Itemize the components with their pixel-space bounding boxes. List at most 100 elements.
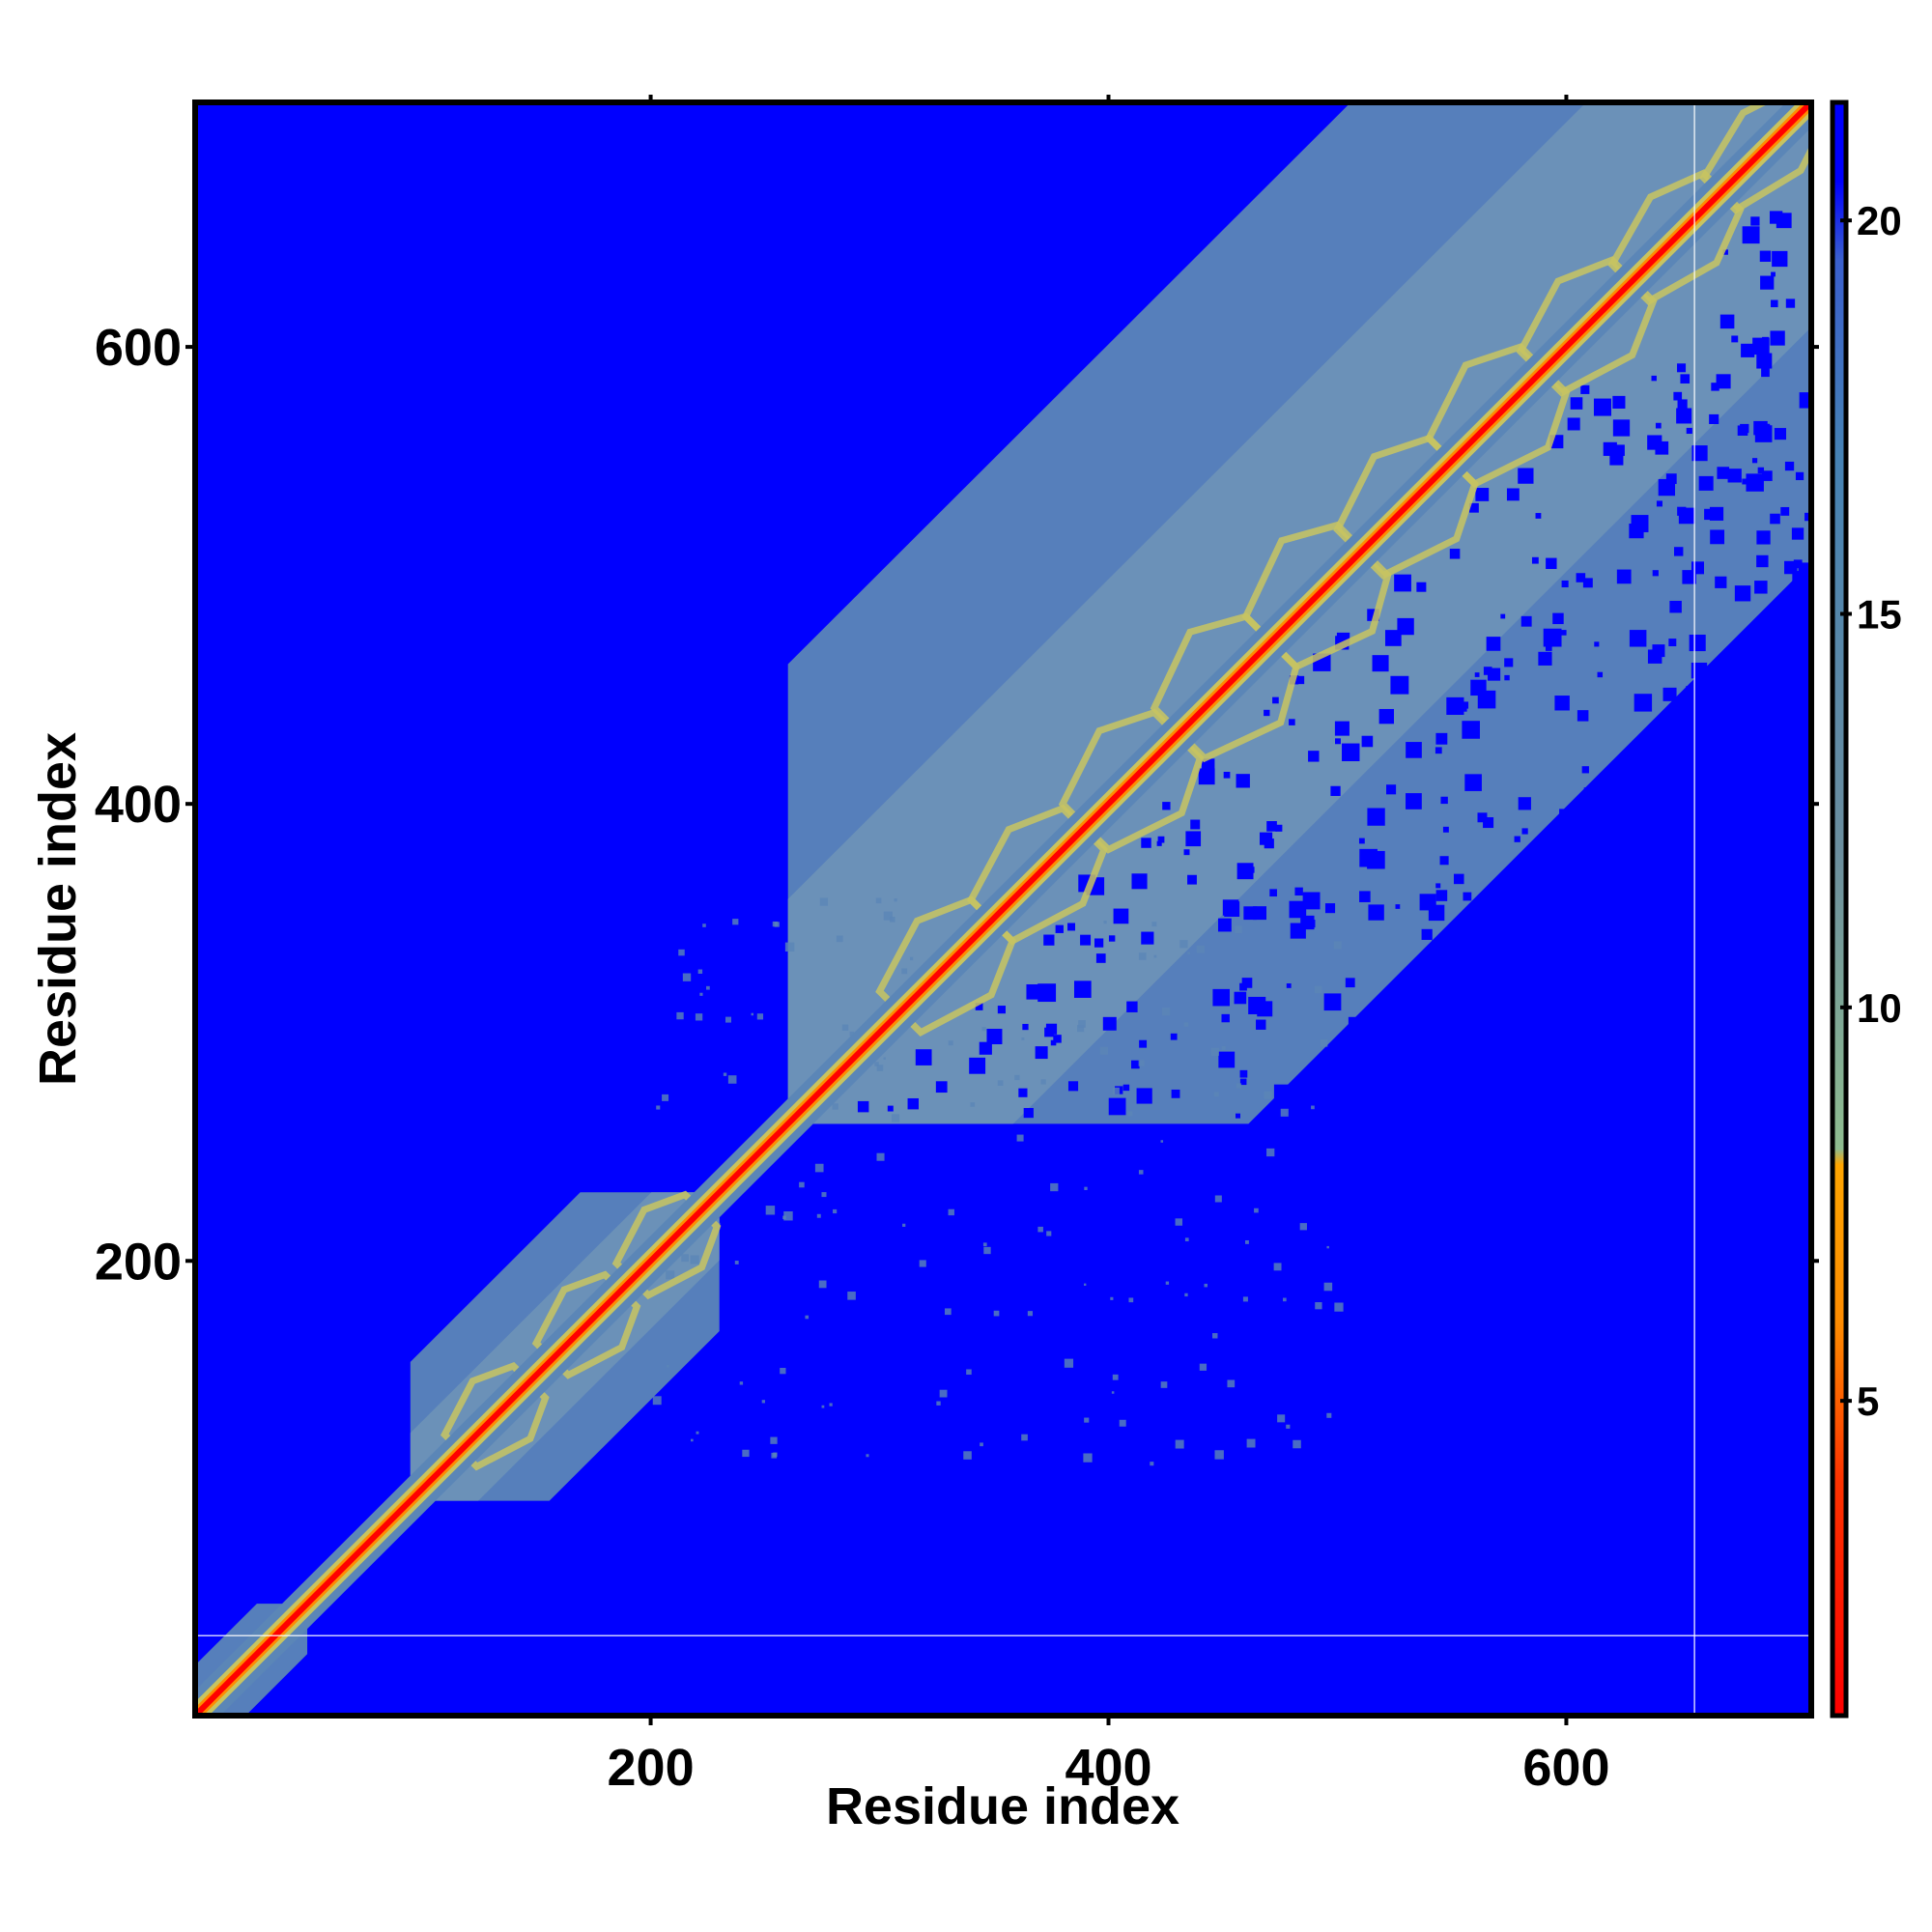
far-contact-patch xyxy=(1190,819,1201,830)
sparse-contact-speck xyxy=(1299,1223,1307,1231)
sparse-contact-speck xyxy=(1280,1108,1289,1117)
sparse-contact-speck xyxy=(1214,1195,1222,1203)
far-contact-patch xyxy=(1772,250,1788,268)
far-contact-patch xyxy=(1677,363,1687,373)
far-contact-patch xyxy=(1236,774,1250,788)
sparse-contact-speck xyxy=(1210,1047,1219,1056)
sparse-contact-speck xyxy=(1083,1453,1093,1463)
sparse-contact-speck xyxy=(1199,1363,1208,1371)
heatmap-diagonal-bands xyxy=(195,102,1811,1716)
sparse-contact-speck xyxy=(1227,1379,1236,1388)
sparse-contact-speck xyxy=(1320,1038,1328,1047)
far-contact-patch xyxy=(1580,384,1590,394)
far-contact-patch xyxy=(1378,708,1395,724)
far-contact-patch xyxy=(1266,821,1277,832)
sparse-contact-speck xyxy=(742,1449,750,1458)
sparse-contact-speck xyxy=(993,1310,1000,1317)
sparse-contact-speck xyxy=(832,1103,838,1110)
far-contact-patch xyxy=(1656,500,1662,507)
far-contact-patch xyxy=(1689,635,1706,652)
far-contact-patch xyxy=(1795,471,1804,481)
sparse-contact-speck xyxy=(666,1270,675,1280)
sparse-contact-speck xyxy=(1128,1297,1134,1303)
far-contact-patch xyxy=(1435,732,1448,745)
far-contact-patch xyxy=(1760,275,1775,290)
far-contact-patch xyxy=(1647,649,1662,664)
far-contact-patch xyxy=(1612,419,1631,437)
far-contact-patch xyxy=(1275,824,1283,832)
far-contact-patch xyxy=(1477,812,1488,823)
far-contact-patch xyxy=(1769,211,1783,224)
sparse-contact-speck xyxy=(944,1308,952,1316)
far-contact-patch xyxy=(1662,687,1677,701)
far-contact-patch xyxy=(1171,1089,1180,1098)
sparse-contact-speck xyxy=(849,1031,855,1037)
sparse-contact-speck xyxy=(780,1368,786,1375)
far-contact-patch xyxy=(1324,903,1336,914)
far-contact-patch xyxy=(1122,1084,1130,1092)
far-contact-patch xyxy=(1394,574,1411,592)
far-contact-patch xyxy=(1108,935,1116,942)
far-contact-patch xyxy=(1483,667,1492,675)
sparse-contact-speck xyxy=(1254,1208,1259,1213)
colorbar-fill xyxy=(1833,102,1846,1716)
sparse-contact-speck xyxy=(841,1024,849,1031)
far-contact-patch xyxy=(1449,549,1461,559)
far-contact-patch xyxy=(1386,784,1397,795)
sparse-contact-speck xyxy=(732,919,739,925)
sparse-contact-speck xyxy=(652,1396,662,1406)
far-contact-patch xyxy=(1531,556,1539,564)
far-contact-patch xyxy=(1259,832,1273,845)
sparse-contact-speck xyxy=(751,1012,753,1016)
far-contact-patch xyxy=(1462,943,1476,957)
far-contact-patch xyxy=(1537,846,1552,862)
far-contact-patch xyxy=(1754,425,1773,442)
far-contact-patch xyxy=(1435,890,1448,901)
sparse-contact-speck xyxy=(901,968,908,975)
sparse-contact-speck xyxy=(836,935,843,943)
far-contact-patch xyxy=(1770,513,1780,525)
far-contact-patch xyxy=(1187,874,1197,885)
far-contact-patch xyxy=(1461,701,1469,709)
far-contact-patch xyxy=(1256,1019,1266,1030)
far-contact-patch xyxy=(1518,797,1531,810)
far-contact-patch xyxy=(1710,529,1725,545)
far-contact-patch xyxy=(979,1041,992,1055)
far-contact-patch xyxy=(1535,513,1542,519)
far-contact-patch xyxy=(1239,1078,1247,1086)
sparse-contact-speck xyxy=(909,956,914,961)
far-contact-patch xyxy=(1334,721,1350,736)
sparse-contact-speck xyxy=(876,1152,885,1161)
far-contact-patch xyxy=(1335,738,1341,745)
sparse-contact-speck xyxy=(1037,1226,1043,1233)
far-contact-patch xyxy=(1754,581,1768,594)
far-contact-patch xyxy=(1198,768,1215,785)
far-contact-patch xyxy=(1774,428,1787,440)
far-contact-patch xyxy=(1453,873,1464,885)
far-contact-patch xyxy=(1609,451,1624,466)
far-contact-patch xyxy=(1462,721,1480,739)
far-contact-patch xyxy=(1576,573,1586,582)
far-contact-patch xyxy=(1680,374,1690,384)
sparse-contact-speck xyxy=(1277,1414,1286,1423)
far-contact-patch xyxy=(1398,1004,1415,1020)
x-tick-label: 200 xyxy=(608,1739,695,1797)
far-contact-patch xyxy=(1330,785,1341,796)
sparse-contact-speck xyxy=(1311,1105,1315,1110)
far-contact-patch xyxy=(1055,924,1064,933)
sparse-contact-speck xyxy=(1021,1434,1028,1441)
colorbar-ticks: 5 10 15 20 xyxy=(1840,198,1902,1424)
sparse-contact-speck xyxy=(1214,1450,1224,1460)
sparse-contact-speck xyxy=(1138,1170,1144,1175)
far-contact-patch xyxy=(1678,507,1695,525)
sparse-contact-speck xyxy=(1153,954,1157,958)
sparse-contact-speck xyxy=(980,1442,983,1447)
far-contact-patch xyxy=(1756,554,1769,568)
far-contact-patch xyxy=(1665,473,1677,485)
far-contact-patch xyxy=(1044,1027,1054,1037)
far-contact-patch xyxy=(1692,700,1709,717)
sparse-contact-speck xyxy=(724,1016,731,1023)
far-contact-patch xyxy=(1581,766,1589,774)
far-contact-patch xyxy=(1642,730,1660,748)
